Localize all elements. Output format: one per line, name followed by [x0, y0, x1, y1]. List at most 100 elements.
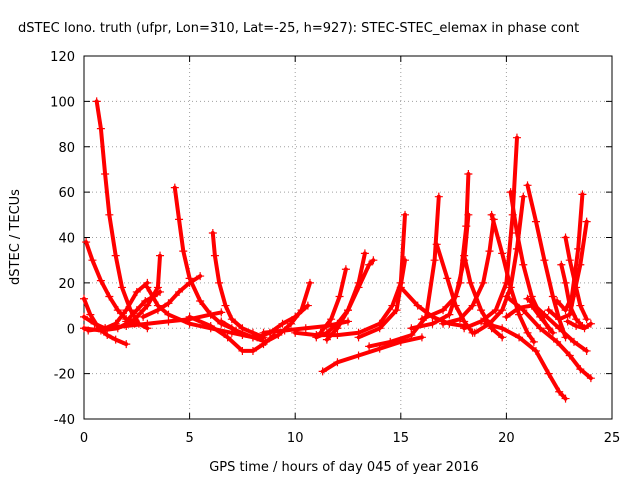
data-point — [206, 321, 215, 330]
data-series — [291, 210, 410, 340]
data-point — [305, 278, 314, 287]
data-point — [565, 256, 574, 265]
data-point — [396, 283, 405, 292]
data-point — [88, 256, 97, 265]
x-axis-label: GPS time / hours of day 045 of year 2016 — [209, 460, 479, 475]
data-point — [344, 306, 352, 315]
data-point — [185, 274, 194, 283]
data-point — [515, 333, 524, 342]
data-point — [529, 337, 538, 346]
data-point — [185, 319, 194, 328]
data-point — [401, 210, 410, 219]
data-point — [567, 292, 576, 301]
data-series — [563, 317, 595, 333]
series-trace — [210, 231, 266, 340]
data-point — [103, 331, 112, 340]
data-point — [432, 240, 441, 249]
data-point — [527, 292, 536, 301]
data-point — [101, 324, 110, 333]
data-point — [388, 301, 397, 310]
data-point — [80, 312, 88, 321]
data-point — [354, 333, 363, 342]
data-point — [531, 217, 540, 226]
data-point — [156, 251, 165, 260]
data-series — [481, 319, 570, 403]
data-point — [221, 301, 230, 310]
data-point — [417, 333, 426, 342]
series-trace — [565, 319, 593, 331]
data-point — [557, 260, 566, 269]
data-point — [122, 340, 131, 349]
data-point — [291, 328, 300, 337]
data-point — [460, 251, 469, 260]
data-point — [561, 394, 570, 403]
data-point — [248, 346, 257, 355]
data-point — [333, 331, 342, 340]
series-trace — [525, 183, 568, 340]
data-point — [519, 260, 528, 269]
data-point — [460, 317, 469, 326]
data-series — [544, 217, 591, 324]
data-point — [470, 328, 479, 337]
y-tick-label: 120 — [50, 50, 75, 65]
data-series — [523, 294, 591, 355]
data-point — [164, 310, 173, 319]
data-point — [498, 324, 507, 333]
data-point — [439, 306, 448, 315]
data-point — [122, 306, 131, 315]
data-point — [445, 310, 454, 319]
data-point — [540, 256, 549, 265]
x-tick-label: 15 — [393, 431, 410, 446]
data-point — [253, 333, 262, 342]
data-point — [512, 228, 521, 237]
data-point — [360, 249, 369, 258]
data-point — [479, 278, 488, 287]
data-point — [113, 306, 122, 315]
data-point — [540, 310, 549, 319]
data-point — [164, 299, 173, 308]
data-point — [153, 301, 162, 310]
data-point — [477, 306, 486, 315]
grid — [84, 56, 612, 419]
x-ticks: 0 5 10 15 20 25 — [80, 56, 620, 446]
y-tick-label: 60 — [58, 186, 75, 201]
data-point — [217, 317, 226, 326]
series-trace — [320, 335, 424, 374]
data-point — [105, 292, 114, 301]
data-point — [572, 321, 581, 330]
data-point — [443, 274, 452, 283]
data-point — [576, 301, 585, 310]
data-point — [141, 297, 150, 306]
series-trace — [441, 217, 496, 326]
data-point — [196, 297, 205, 306]
data-point — [206, 310, 215, 319]
data-point — [291, 312, 300, 321]
data-point — [80, 324, 88, 333]
data-point — [580, 324, 589, 333]
data-point — [196, 272, 205, 281]
data-point — [386, 337, 395, 346]
data-point — [582, 346, 591, 355]
data-point — [417, 315, 426, 324]
data-series — [185, 312, 279, 355]
data-point — [303, 301, 312, 310]
y-tick-label: 20 — [58, 277, 75, 292]
data-point — [80, 294, 88, 303]
y-tick-label: 40 — [58, 232, 75, 247]
data-point — [208, 228, 217, 237]
data-point — [523, 328, 532, 337]
data-point — [506, 188, 515, 197]
data-point — [428, 319, 437, 328]
data-point — [341, 265, 350, 274]
data-point — [130, 315, 139, 324]
data-point — [170, 183, 179, 192]
data-series — [316, 265, 350, 337]
data-point — [365, 260, 374, 269]
data-point — [401, 256, 410, 265]
data-point — [502, 312, 511, 321]
data-point — [143, 283, 152, 292]
data-point — [455, 315, 464, 324]
data-point — [574, 244, 583, 253]
y-tick-label: 100 — [50, 95, 75, 110]
data-series — [238, 301, 312, 342]
